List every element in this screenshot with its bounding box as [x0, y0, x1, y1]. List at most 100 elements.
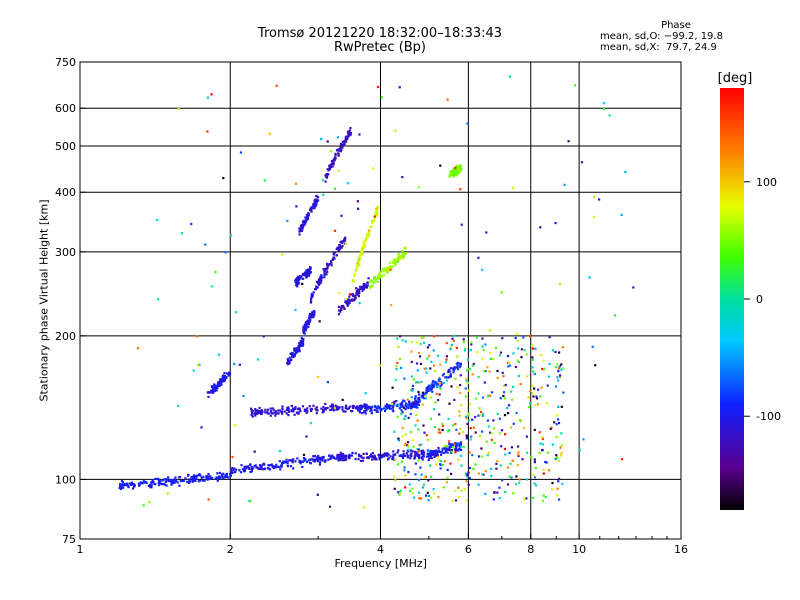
data-point: [227, 374, 230, 377]
data-point: [305, 460, 309, 463]
data-point: [407, 403, 410, 406]
data-point: [326, 168, 329, 171]
data-point: [411, 450, 414, 453]
data-point: [557, 422, 561, 425]
data-point: [405, 452, 408, 455]
data-point: [554, 385, 558, 388]
data-point: [438, 381, 441, 385]
data-point: [319, 275, 322, 278]
data-point: [269, 407, 272, 410]
data-point: [464, 347, 467, 350]
data-point: [460, 404, 463, 407]
data-point: [419, 342, 422, 346]
data-point: [392, 450, 395, 453]
data-point: [361, 247, 364, 250]
data-point: [170, 478, 173, 482]
data-point: [457, 172, 460, 175]
data-point: [230, 471, 233, 474]
data-point: [421, 458, 424, 461]
data-point: [434, 370, 437, 373]
data-point: [574, 84, 577, 87]
data-point: [468, 419, 471, 422]
data-point: [453, 442, 456, 445]
data-point: [451, 337, 454, 340]
data-point: [506, 406, 509, 410]
data-point: [337, 148, 340, 151]
data-point: [414, 462, 417, 465]
data-point: [127, 486, 130, 489]
data-point: [464, 395, 468, 398]
data-point: [377, 274, 380, 277]
data-point: [161, 479, 164, 482]
data-point: [435, 385, 439, 388]
data-point: [404, 417, 407, 420]
data-point: [454, 168, 457, 171]
data-point: [173, 478, 176, 481]
data-point: [341, 245, 344, 248]
data-point: [459, 384, 462, 387]
data-point: [337, 154, 340, 157]
data-point: [557, 405, 560, 408]
data-point: [487, 395, 490, 398]
data-point: [322, 409, 325, 412]
data-point: [293, 407, 296, 411]
data-point: [454, 489, 457, 492]
data-point: [231, 455, 234, 459]
data-point: [449, 462, 452, 465]
data-point: [288, 360, 291, 363]
data-point: [496, 412, 499, 415]
data-point: [167, 480, 170, 483]
data-point: [357, 407, 360, 410]
data-point: [343, 307, 346, 310]
data-point: [242, 394, 245, 398]
data-point: [423, 483, 426, 486]
data-point: [416, 406, 419, 409]
data-point: [410, 375, 413, 378]
data-point: [301, 340, 305, 343]
data-point: [330, 261, 333, 264]
data-point: [429, 367, 432, 370]
data-point: [305, 435, 308, 438]
data-point: [430, 387, 433, 391]
data-point: [139, 481, 142, 484]
data-point: [211, 387, 214, 390]
data-point: [452, 173, 455, 176]
data-point: [357, 458, 360, 461]
data-point: [403, 466, 406, 469]
data-point: [190, 222, 193, 226]
data-point: [561, 346, 564, 349]
data-point: [496, 491, 499, 494]
data-point: [339, 246, 342, 249]
data-point: [295, 411, 299, 414]
data-point: [298, 341, 301, 345]
data-point: [376, 280, 379, 283]
data-point: [370, 455, 373, 458]
data-point: [427, 494, 431, 497]
data-point: [457, 166, 460, 169]
data-point: [191, 480, 194, 483]
data-point: [329, 408, 332, 412]
data-point: [474, 463, 477, 466]
data-point: [228, 371, 231, 375]
data-point: [517, 374, 520, 377]
data-point: [423, 431, 426, 434]
x-tick-label: 10: [572, 543, 586, 556]
data-point: [275, 84, 278, 87]
data-point: [516, 464, 519, 467]
data-point: [168, 479, 171, 482]
data-point: [130, 483, 133, 486]
data-point: [372, 167, 375, 170]
data-point: [314, 458, 318, 461]
data-point: [602, 102, 605, 105]
data-point: [298, 227, 301, 230]
data-point: [248, 467, 251, 470]
data-point: [241, 468, 244, 471]
data-point: [506, 355, 509, 358]
data-point: [356, 200, 359, 203]
data-point: [364, 403, 367, 407]
data-point: [481, 413, 485, 416]
data-point: [177, 404, 180, 407]
data-point: [370, 406, 373, 409]
data-point: [358, 454, 361, 458]
data-point: [418, 491, 421, 494]
